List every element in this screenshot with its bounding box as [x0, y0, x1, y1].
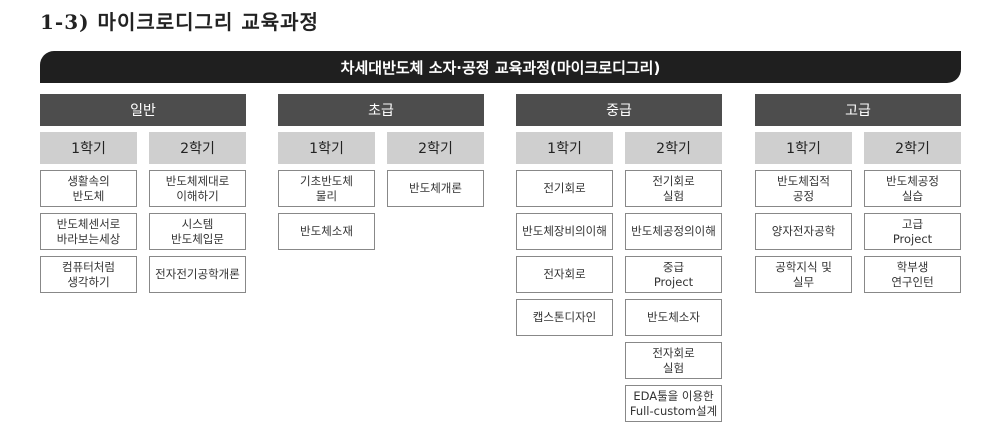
semester-header: 2학기	[387, 132, 484, 164]
course-box: 공학지식 및 실무	[755, 256, 852, 293]
course-box: EDA툴을 이용한 Full-custom설계	[625, 385, 722, 422]
course-box: 기초반도체 물리	[278, 170, 375, 207]
curriculum-banner: 차세대반도체 소자·공정 교육과정(마이크로디그리)	[40, 51, 961, 83]
level-group: 중급 1학기 전기회로 반도체장비의이해 전자회로 캡스톤디자인 2학기 전기회로 실험 반도체…	[516, 94, 722, 428]
page-title: 1-3) 마이크로디그리 교육과정	[40, 10, 319, 34]
level-group: 일반 1학기 생활속의 반도체 반도체센서로 바라보는세상 컴퓨터처럼 생각하기 2학기 반…	[40, 94, 246, 299]
level-group: 고급 1학기 반도체집적 공정 양자전자공학 공학지식 및 실무 2학기 반도체공정 실습 고…	[755, 94, 961, 299]
course-box: 반도체공정 실습	[864, 170, 961, 207]
course-box: 반도체소재	[278, 213, 375, 250]
level-header: 일반	[40, 94, 246, 126]
course-box: 반도체공정의이해	[625, 213, 722, 250]
course-box: 전기회로 실험	[625, 170, 722, 207]
course-box: 전자전기공학개론	[149, 256, 246, 293]
course-box: 반도체장비의이해	[516, 213, 613, 250]
semester-header: 2학기	[864, 132, 961, 164]
course-box: 양자전자공학	[755, 213, 852, 250]
course-box: 시스템 반도체입문	[149, 213, 246, 250]
course-box: 전자회로	[516, 256, 613, 293]
level-group: 초급 1학기 기초반도체 물리 반도체소재 2학기 반도체개론	[278, 94, 484, 256]
course-box: 반도체집적 공정	[755, 170, 852, 207]
semester-header: 1학기	[278, 132, 375, 164]
course-box: 컴퓨터처럼 생각하기	[40, 256, 137, 293]
course-box: 캡스톤디자인	[516, 299, 613, 336]
course-box: 생활속의 반도체	[40, 170, 137, 207]
course-box: 반도체개론	[387, 170, 484, 207]
semester-header: 1학기	[516, 132, 613, 164]
course-box: 중급 Project	[625, 256, 722, 293]
course-box: 고급 Project	[864, 213, 961, 250]
semester-header: 2학기	[625, 132, 722, 164]
course-box: 전자회로 실험	[625, 342, 722, 379]
level-header: 고급	[755, 94, 961, 126]
semester-header: 2학기	[149, 132, 246, 164]
semester-header: 1학기	[755, 132, 852, 164]
course-box: 학부생 연구인턴	[864, 256, 961, 293]
course-box: 전기회로	[516, 170, 613, 207]
course-box: 반도체소자	[625, 299, 722, 336]
level-header: 중급	[516, 94, 722, 126]
semester-header: 1학기	[40, 132, 137, 164]
course-box: 반도체센서로 바라보는세상	[40, 213, 137, 250]
course-box: 반도체제대로 이해하기	[149, 170, 246, 207]
level-header: 초급	[278, 94, 484, 126]
